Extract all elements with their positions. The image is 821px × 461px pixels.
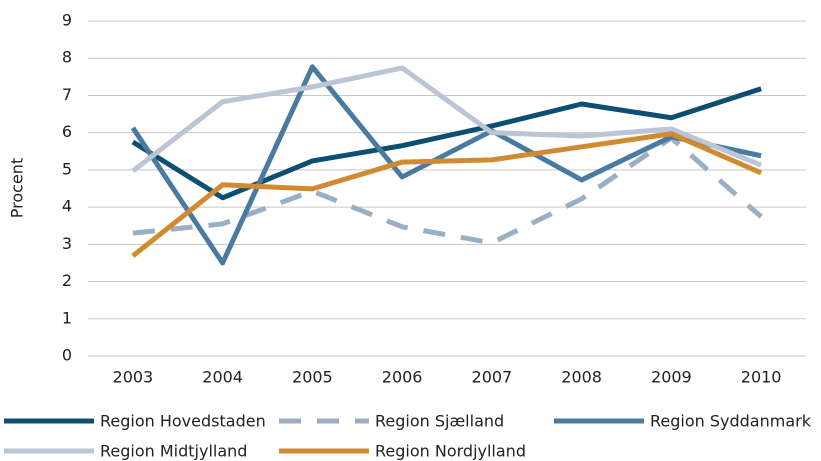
y-tick-label: 8 — [62, 48, 72, 67]
legend-label: Region Syddanmark — [650, 412, 812, 431]
y-axis-label: Procent — [8, 158, 27, 218]
y-tick-label: 7 — [62, 85, 72, 104]
x-tick-label: 2007 — [472, 368, 513, 387]
y-tick-label: 6 — [62, 122, 72, 141]
y-tick-label: 5 — [62, 159, 72, 178]
y-tick-label: 2 — [62, 271, 72, 290]
y-tick-label: 9 — [62, 11, 72, 30]
series-line — [131, 131, 763, 258]
series-line — [131, 65, 763, 173]
y-tick-label: 0 — [62, 346, 72, 365]
legend-label: Region Hovedstaden — [100, 412, 266, 431]
y-tick-label: 4 — [62, 197, 72, 216]
x-tick-label: 2010 — [741, 368, 782, 387]
series-line — [130, 64, 762, 266]
x-tick-label: 2006 — [382, 368, 423, 387]
x-tick-label: 2008 — [561, 368, 602, 387]
y-tick-label: 1 — [62, 308, 72, 327]
legend-label: Region Midtjylland — [100, 442, 247, 461]
x-tick-label: 2009 — [651, 368, 692, 387]
legend-label: Region Sjælland — [375, 412, 504, 431]
x-tick-label: 2004 — [202, 368, 243, 387]
x-tick-label: 2003 — [113, 368, 154, 387]
y-tick-label: 3 — [62, 234, 72, 253]
x-tick-label: 2005 — [292, 368, 333, 387]
legend-label: Region Nordjylland — [375, 442, 526, 461]
series-line — [131, 86, 762, 201]
